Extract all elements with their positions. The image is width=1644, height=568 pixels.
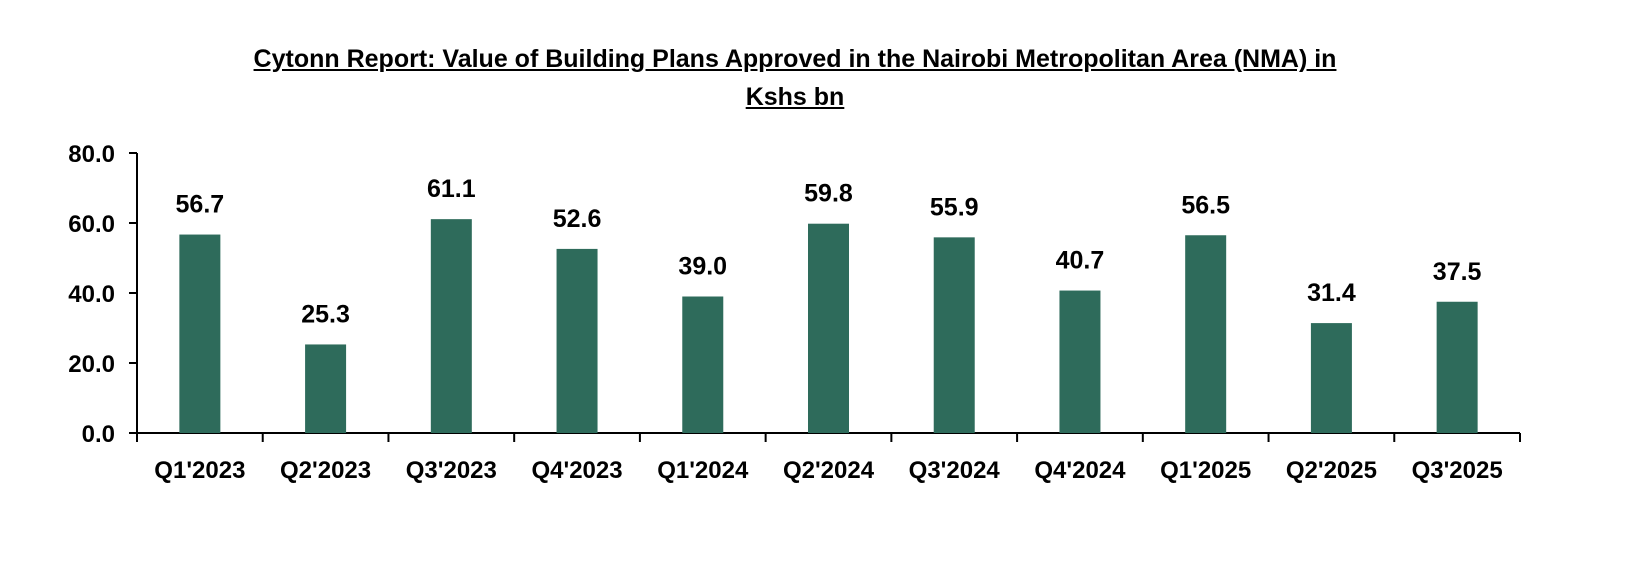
y-tick-label: 80.0 [68,141,115,168]
x-tick-label: Q1'2024 [657,457,749,484]
data-label: 61.1 [427,175,476,203]
bar-Q3'2023 [430,219,472,433]
x-tick-label: Q2'2023 [280,457,371,484]
data-label: 56.7 [176,191,225,219]
bar-Q2'2025 [1310,323,1352,433]
data-label: 40.7 [1056,247,1105,275]
data-label: 55.9 [930,193,979,221]
data-label: 37.5 [1433,258,1482,286]
data-label: 52.6 [553,205,602,233]
x-tick-label: Q4'2023 [531,457,622,484]
chart-title-line-2: Kshs bn [745,83,845,111]
x-tick-label: Q3'2023 [406,457,497,484]
x-tick-label: Q3'2025 [1412,457,1503,484]
bar-Q1'2025 [1185,235,1227,433]
x-tick-label: Q3'2024 [909,457,1001,484]
bar-Q4'2023 [556,248,598,433]
x-tick-label: Q2'2024 [783,457,875,484]
bar-Q3'2025 [1436,301,1478,433]
data-label: 59.8 [804,180,853,208]
bar-Q1'2024 [682,296,724,433]
data-label: 56.5 [1181,191,1230,219]
x-tick-label: Q1'2025 [1160,457,1251,484]
x-tick-label: Q1'2023 [154,457,245,484]
bar-Q1'2023 [179,234,221,433]
y-tick-label: 60.0 [68,211,115,238]
bar-Q2'2023 [305,344,347,433]
x-tick-label: Q2'2025 [1286,457,1377,484]
chart-title-line-1: Cytonn Report: Value of Building Plans A… [253,45,1337,73]
chart-title: Cytonn Report: Value of Building Plans A… [0,40,1590,116]
bar-Q4'2024 [1059,290,1101,433]
data-label: 31.4 [1307,279,1356,307]
y-tick-label: 20.0 [68,351,115,378]
y-tick-label: 40.0 [68,281,115,308]
data-label: 25.3 [301,300,350,328]
bar-Q3'2024 [933,237,975,433]
y-tick-label: 0.0 [82,421,115,448]
bar-Q2'2024 [808,223,849,433]
data-label: 39.0 [678,253,727,281]
x-tick-label: Q4'2024 [1034,457,1126,484]
